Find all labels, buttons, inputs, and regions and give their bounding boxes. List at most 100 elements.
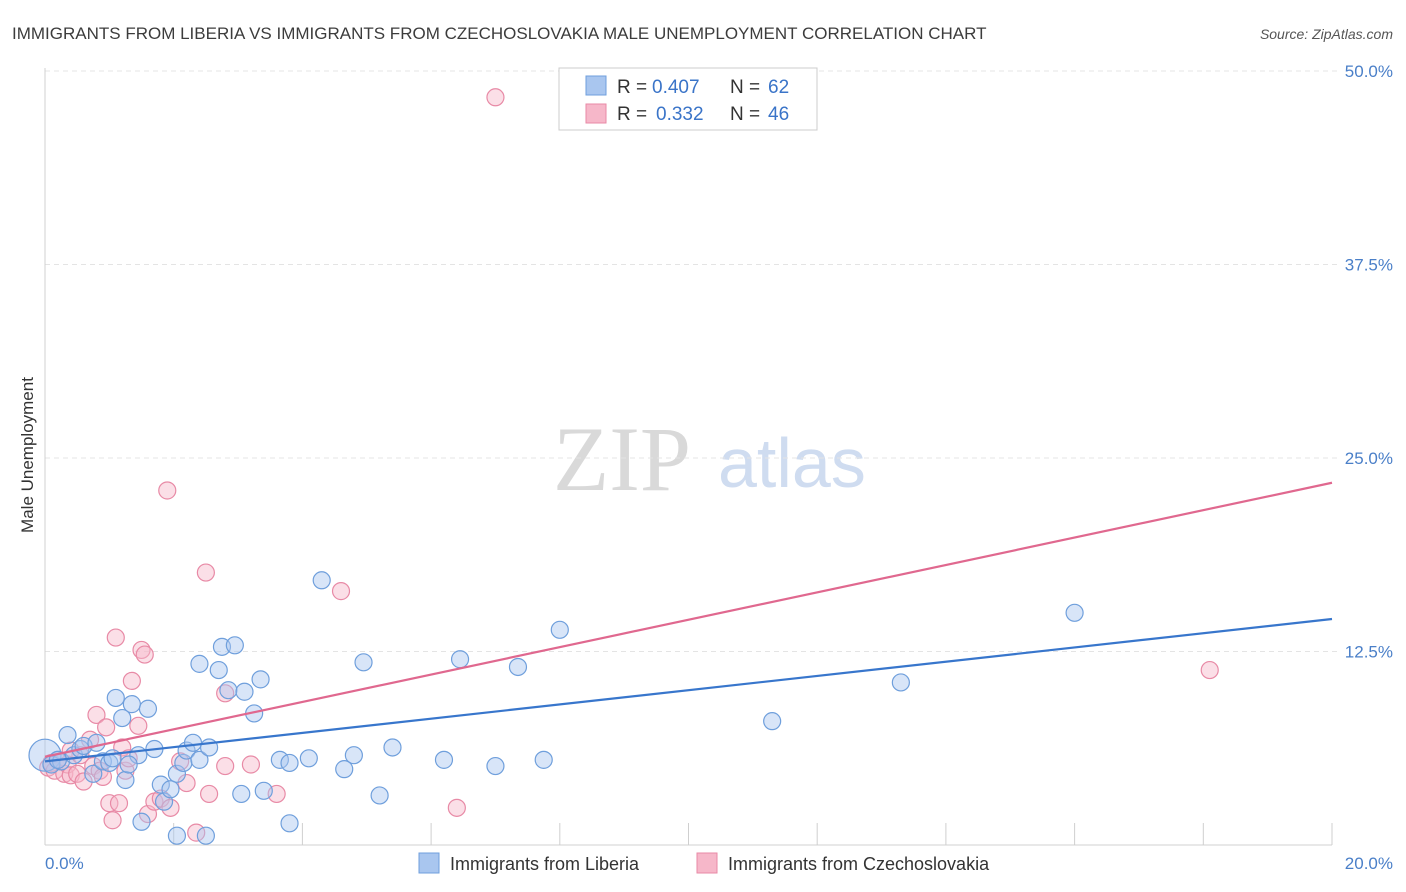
y-tick-labels: 12.5% 25.0% 37.5% 50.0%	[1345, 62, 1393, 662]
data-point-liberia	[225, 636, 244, 655]
data-point-liberia	[270, 750, 289, 769]
data-point-liberia	[251, 670, 270, 689]
x-tick-label-right: 20.0%	[1345, 854, 1393, 873]
data-point-liberia	[763, 712, 782, 731]
watermark-zip: ZIP	[553, 408, 691, 510]
data-point-liberia	[190, 750, 209, 769]
data-point-czechoslovakia	[196, 563, 215, 582]
data-point-liberia	[280, 753, 299, 773]
data-point-liberia	[232, 784, 251, 804]
y-tick-label: 25.0%	[1345, 449, 1393, 468]
data-point-liberia	[534, 750, 553, 769]
chart-title: IMMIGRANTS FROM LIBERIA VS IMMIGRANTS FR…	[12, 24, 986, 43]
data-point-czechoslovakia	[135, 645, 154, 664]
data-point-czechoslovakia	[216, 684, 235, 703]
legend-n-value-czechoslovakia: 46	[768, 104, 789, 125]
trendline-czechoslovakia	[44, 481, 1333, 758]
bottom-legend-swatch-liberia	[418, 852, 440, 874]
bottom-legend-label-liberia: Immigrants from Liberia	[450, 854, 640, 874]
data-point-liberia	[93, 752, 113, 771]
data-point-czechoslovakia	[106, 628, 125, 647]
legend-swatch-czechoslovakia	[585, 103, 607, 124]
data-point-liberia	[383, 738, 402, 757]
data-point-liberia	[335, 760, 354, 779]
y-tick-label: 12.5%	[1345, 642, 1393, 661]
gridlines	[45, 70, 1337, 652]
data-point-liberia	[116, 770, 135, 790]
data-point-liberia	[299, 749, 318, 768]
legend-r-value-czechoslovakia: 0.332	[656, 104, 704, 125]
data-point-liberia	[151, 775, 170, 794]
data-point-liberia	[434, 750, 454, 769]
watermark: ZIP atlas	[553, 408, 866, 510]
data-point-liberia	[312, 571, 331, 590]
data-point-czechoslovakia	[87, 705, 106, 725]
data-point-czechoslovakia	[151, 789, 170, 808]
data-point-liberia	[119, 755, 138, 774]
data-point-czechoslovakia	[199, 784, 219, 804]
chart-source: Source: ZipAtlas.com	[1260, 26, 1393, 42]
data-point-czechoslovakia	[158, 481, 177, 500]
data-point-liberia	[183, 733, 203, 752]
data-point-czechoslovakia	[103, 811, 122, 830]
data-point-czechoslovakia	[241, 755, 261, 774]
x-axis-ticks	[173, 823, 1333, 845]
data-point-liberia	[161, 780, 180, 799]
watermark-atlas: atlas	[718, 424, 866, 502]
data-point-czechoslovakia	[97, 718, 116, 737]
x-tick-label-left: 0.0%	[45, 854, 84, 873]
legend-box: R = 0.407 N = 62 R = 0.332 N = 46	[558, 67, 818, 131]
data-point-liberia	[508, 657, 528, 677]
data-point-czechoslovakia	[122, 671, 141, 691]
data-point-liberia	[891, 673, 910, 692]
data-point-czechoslovakia	[447, 798, 466, 817]
data-point-liberia	[235, 682, 254, 701]
data-point-liberia	[167, 826, 187, 845]
data-point-czechoslovakia	[74, 772, 93, 791]
legend-r-label-czechoslovakia: R =	[617, 104, 647, 125]
data-point-czechoslovakia	[129, 716, 148, 735]
data-point-liberia	[138, 699, 158, 718]
legend-n-label-czechoslovakia: N =	[730, 104, 760, 125]
data-point-liberia	[196, 826, 215, 845]
legend-r-label-liberia: R =	[617, 77, 647, 98]
data-point-liberia	[58, 725, 77, 745]
data-point-czechoslovakia	[187, 823, 206, 842]
legend-n-value-liberia: 62	[768, 77, 789, 98]
series-liberia-points	[28, 571, 1084, 845]
bottom-legend-label-czechoslovakia: Immigrants from Czechoslovakia	[728, 854, 990, 874]
data-point-czechoslovakia	[109, 794, 129, 813]
data-point-liberia	[106, 688, 125, 708]
data-point-czechoslovakia	[216, 756, 235, 776]
data-point-liberia	[550, 620, 569, 639]
data-point-liberia	[132, 812, 151, 831]
data-point-liberia	[219, 681, 238, 700]
data-point-liberia	[84, 764, 103, 783]
y-tick-label: 37.5%	[1345, 255, 1393, 274]
data-point-liberia	[354, 653, 373, 672]
data-point-liberia	[190, 654, 209, 673]
data-point-liberia	[1065, 603, 1084, 622]
bottom-legend: Immigrants from Liberia Immigrants from …	[418, 852, 990, 874]
data-point-liberia	[167, 764, 187, 783]
data-point-liberia	[370, 786, 389, 805]
data-point-czechoslovakia	[486, 88, 505, 107]
data-point-liberia	[87, 733, 106, 752]
data-point-liberia	[450, 650, 470, 669]
data-point-czechoslovakia	[119, 749, 138, 768]
trendline-liberia	[44, 617, 1333, 763]
data-point-czechoslovakia	[100, 794, 119, 813]
data-point-liberia	[209, 660, 228, 680]
data-point-czechoslovakia	[331, 582, 351, 601]
data-point-liberia	[113, 708, 132, 728]
y-axis-label: Male Unemployment	[18, 377, 37, 533]
legend-swatch-liberia	[585, 75, 607, 96]
y-tick-label: 50.0%	[1345, 62, 1393, 81]
data-point-czechoslovakia	[177, 773, 196, 793]
legend-n-label-liberia: N =	[730, 77, 760, 98]
data-point-liberia	[122, 695, 141, 714]
data-point-liberia	[344, 746, 363, 765]
legend-r-value-liberia: 0.407	[652, 77, 700, 98]
data-point-liberia	[280, 814, 299, 833]
